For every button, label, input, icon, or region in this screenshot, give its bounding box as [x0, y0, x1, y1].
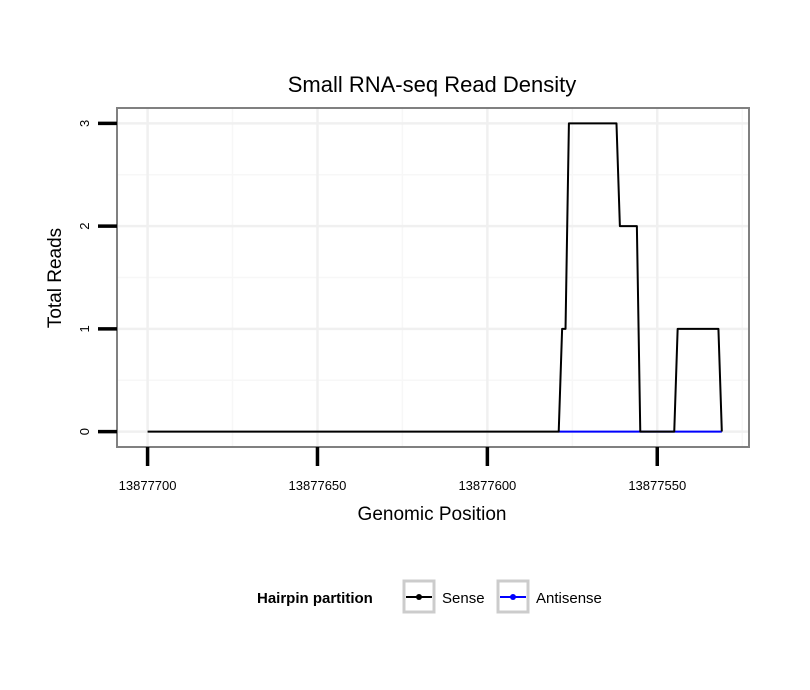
y-tick-label: 1 [77, 325, 92, 332]
x-tick-label: 13877550 [628, 478, 686, 493]
series-layer [147, 122, 723, 433]
x-tick-label: 13877650 [289, 478, 347, 493]
y-axis-label: Total Reads [45, 228, 66, 328]
x-tick-label: 13877600 [458, 478, 516, 493]
chart-title: Small RNA-seq Read Density [288, 72, 577, 97]
y-tick-label: 2 [77, 223, 92, 230]
series-line-sense [147, 122, 723, 433]
y-axis: 0 1 2 3 [77, 120, 117, 435]
legend-label-sense: Sense [442, 590, 485, 607]
y-tick-label: 3 [77, 120, 92, 127]
legend-point-antisense [510, 594, 516, 600]
x-axis: 13877700 13877650 13877600 13877550 [119, 447, 686, 493]
legend-point-sense [416, 594, 422, 600]
y-tick-label: 0 [77, 428, 92, 435]
plot-panel [116, 107, 750, 448]
legend-item-sense: Sense [402, 579, 485, 614]
x-tick-label: 13877700 [119, 478, 177, 493]
legend: Hairpin partition Sense Antisense [257, 579, 602, 614]
x-axis-label: Genomic Position [358, 504, 507, 525]
legend-label-antisense: Antisense [536, 590, 602, 607]
legend-item-antisense: Antisense [496, 579, 602, 614]
plot-border [116, 107, 750, 448]
legend-title: Hairpin partition [257, 590, 373, 607]
